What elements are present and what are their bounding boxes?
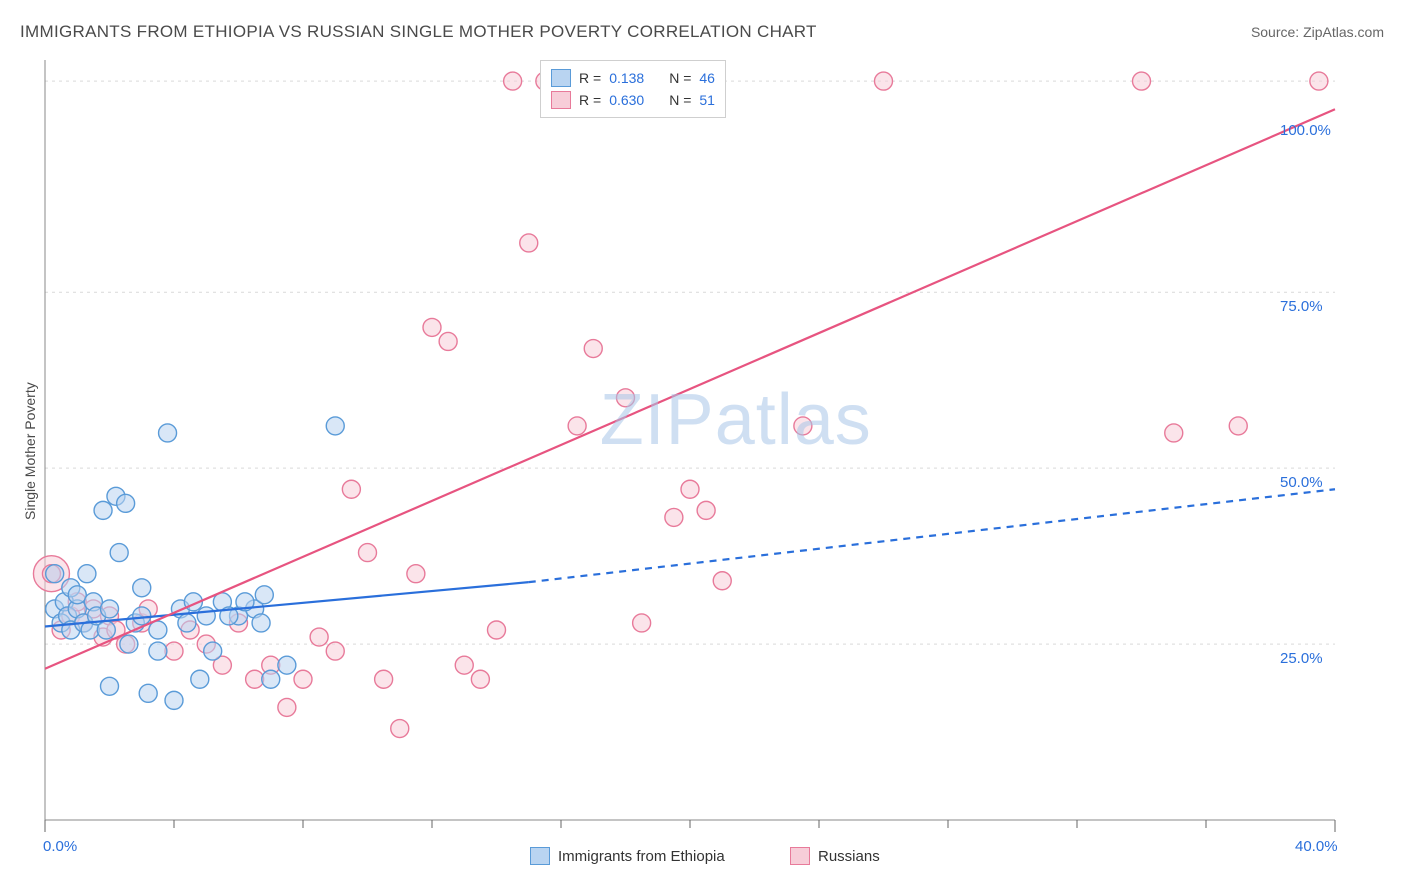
legend-N-value-ethiopia: 46	[699, 70, 715, 86]
legend-R-label: R =	[579, 92, 601, 108]
bottom-legend-label-russians: Russians	[818, 848, 880, 865]
legend-N-value-russians: 51	[699, 92, 715, 108]
legend-swatch-russians	[790, 847, 810, 865]
legend-N-label: N =	[669, 70, 691, 86]
chart-svg	[0, 0, 1406, 892]
y-axis-label: Single Mother Poverty	[22, 382, 38, 520]
legend-R-value-ethiopia: 0.138	[609, 70, 661, 86]
y-tick-label: 75.0%	[1280, 298, 1323, 315]
legend-swatch-ethiopia	[551, 69, 571, 87]
legend-row-russians: R = 0.630 N = 51	[551, 89, 715, 111]
x-tick-label: 40.0%	[1295, 838, 1338, 855]
legend-R-value-russians: 0.630	[609, 92, 661, 108]
legend-R-label: R =	[579, 70, 601, 86]
y-tick-label: 100.0%	[1280, 122, 1331, 139]
y-tick-label: 25.0%	[1280, 650, 1323, 667]
legend-row-ethiopia: R = 0.138 N = 46	[551, 67, 715, 89]
bottom-legend-russians: Russians	[790, 847, 880, 865]
bottom-legend-label-ethiopia: Immigrants from Ethiopia	[558, 848, 725, 865]
bottom-legend-ethiopia: Immigrants from Ethiopia	[530, 847, 725, 865]
legend-correlation-box: R = 0.138 N = 46 R = 0.630 N = 51	[540, 60, 726, 118]
y-tick-label: 50.0%	[1280, 474, 1323, 491]
legend-swatch-ethiopia	[530, 847, 550, 865]
x-tick-label: 0.0%	[43, 838, 77, 855]
legend-N-label: N =	[669, 92, 691, 108]
legend-swatch-russians	[551, 91, 571, 109]
